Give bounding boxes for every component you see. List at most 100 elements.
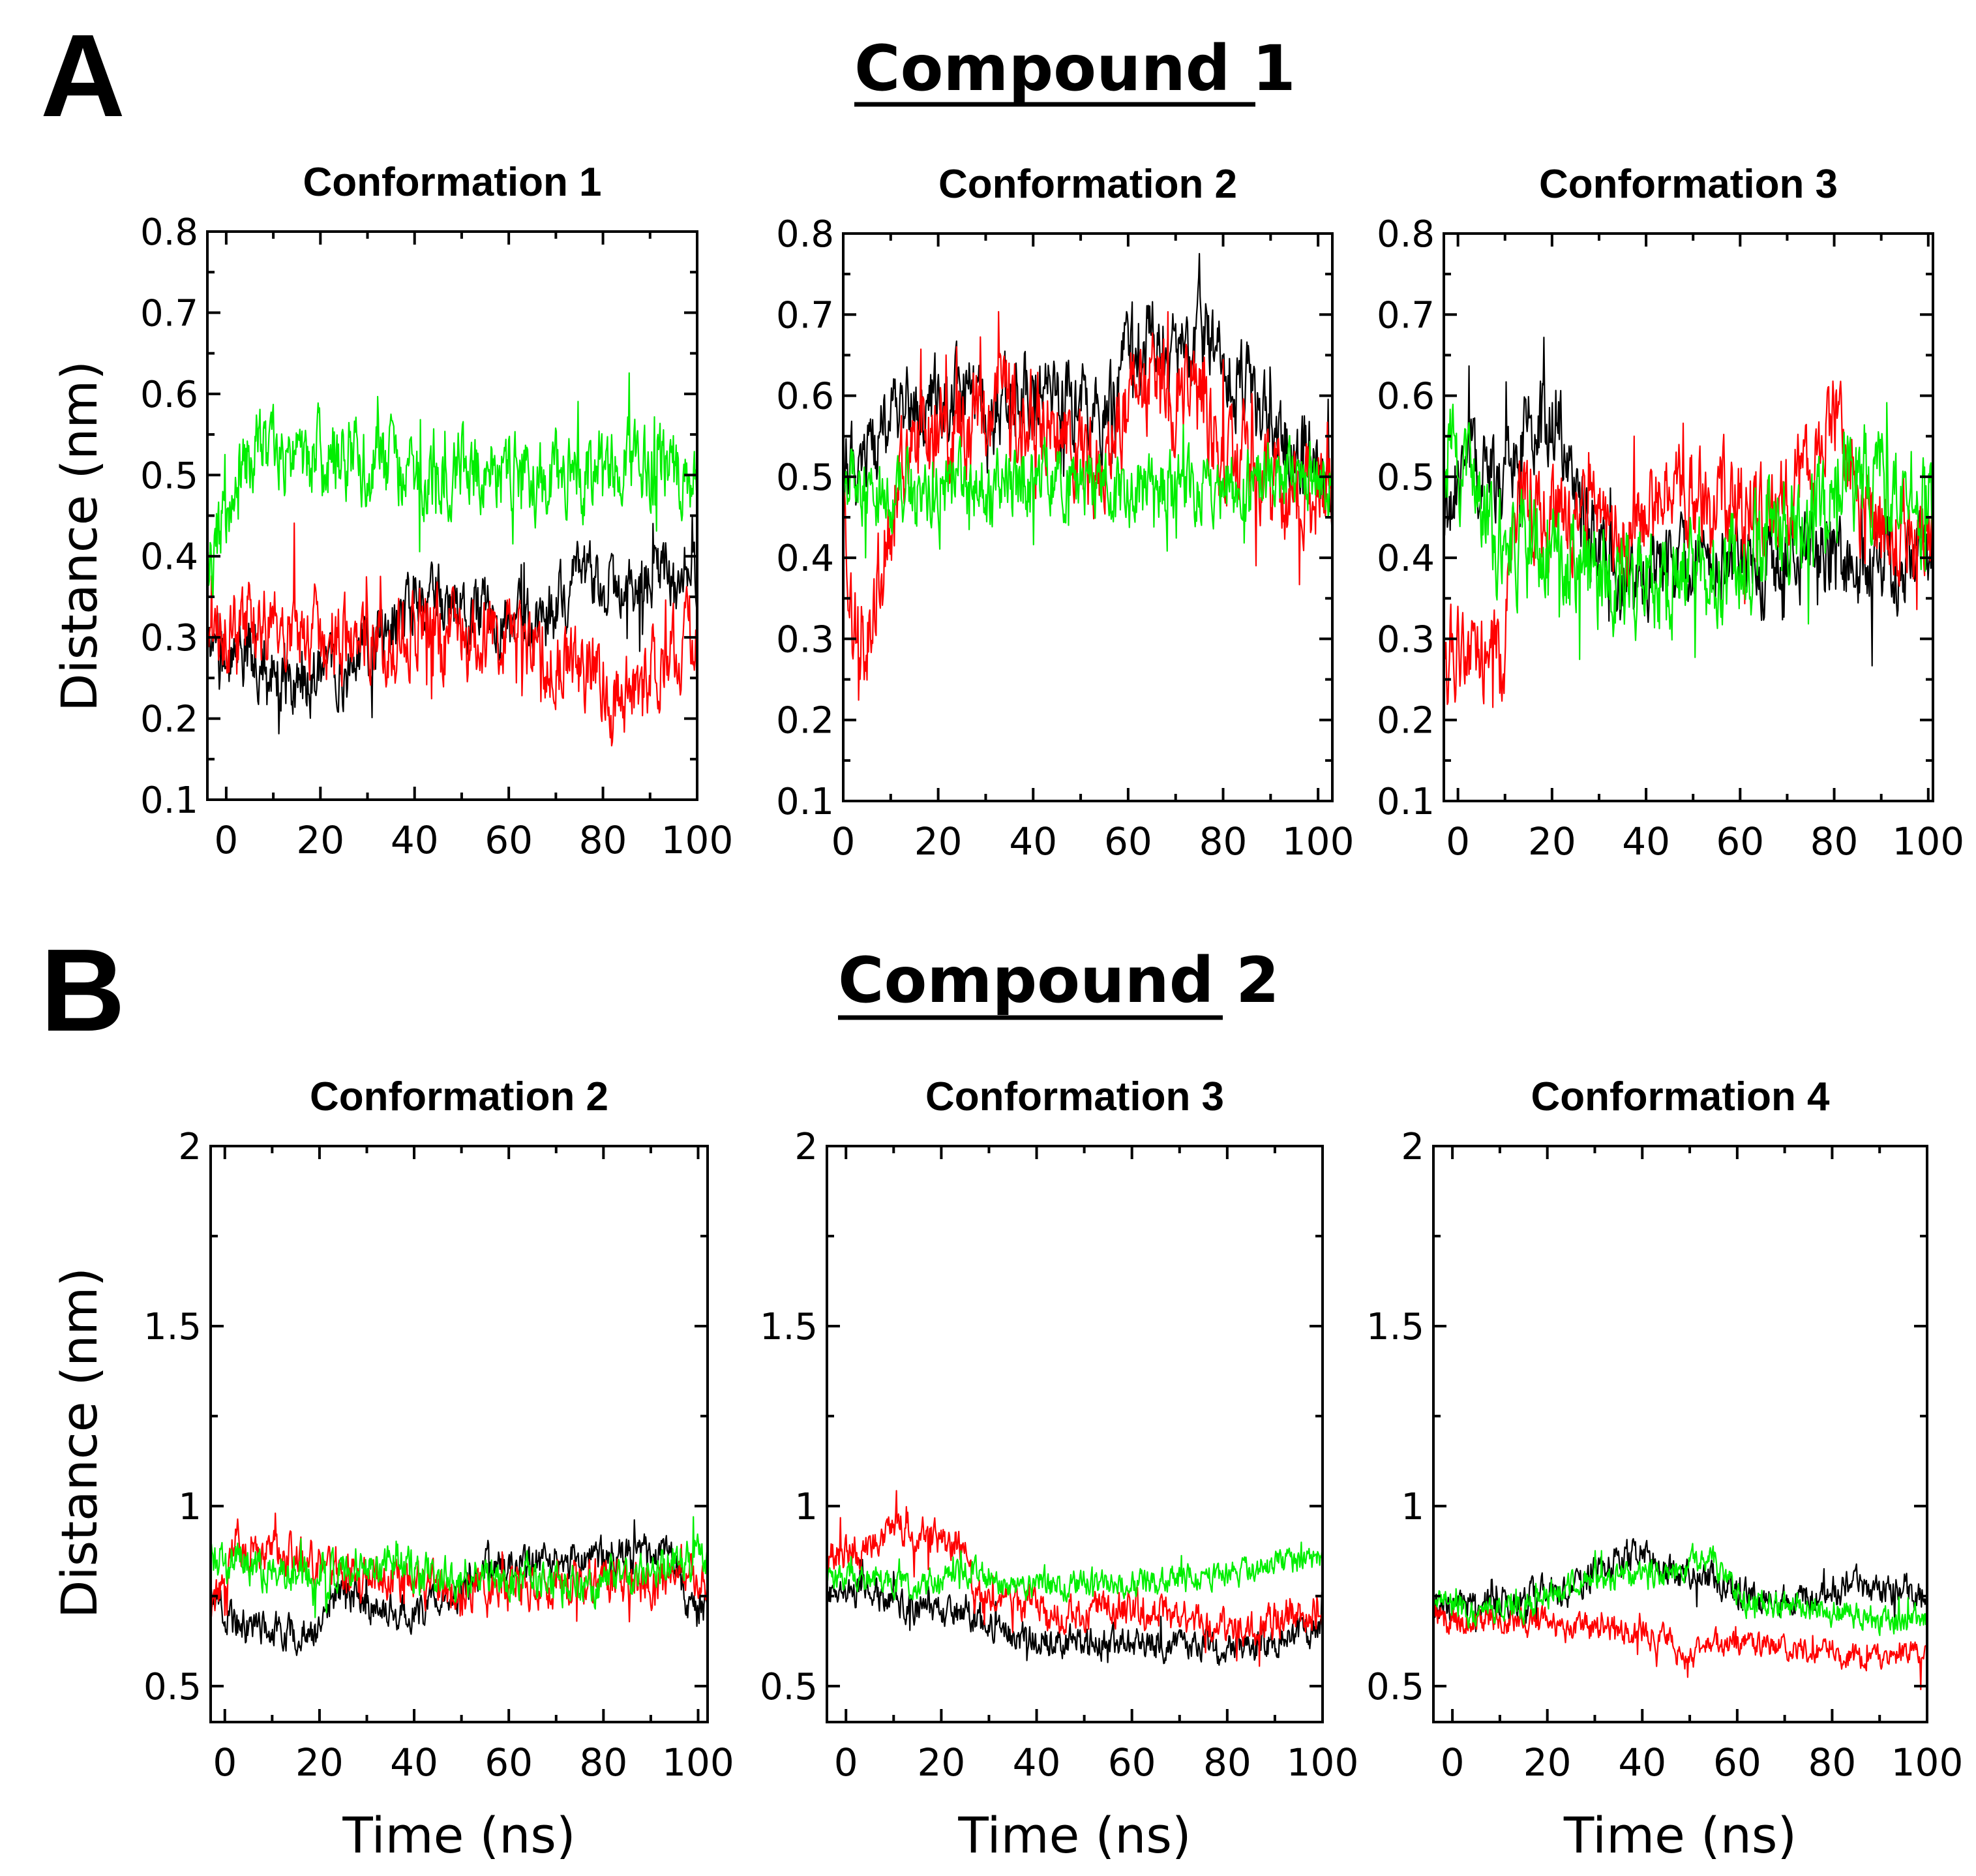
chart3-y-tick-label-0-5: 0.5 [1377,457,1435,499]
chart1-y-tick-label-0-3: 0.3 [140,617,198,659]
chart3-y-tick-label-0-6: 0.6 [1377,376,1435,418]
chart3-x-tick-label-100: 100 [1892,819,1964,864]
chart1-series-group [207,372,697,747]
chart4-y-tick-label-0-5: 0.5 [143,1666,202,1708]
chart3-y-tick-label-0-4: 0.4 [1377,537,1435,580]
chart1-series-red [207,522,697,747]
chart3-y-tick-label-0-7: 0.7 [1377,294,1435,337]
chart4-x-tick-label-20: 20 [295,1740,344,1785]
chart-panel-b-conformation-4: 0 20 40 60 80 100 0.5 1 1.5 2 Conformation 4 Time (… [1366,1074,1963,1864]
chart2-y-tick-label-0-1: 0.1 [776,781,834,823]
chart2-x-tick-label-40: 40 [1009,819,1057,864]
chart3-title: Conformation 3 [1539,162,1838,207]
chart2-y-tick-label-0-2: 0.2 [776,700,834,742]
chart6-x-tick-label-0: 0 [1441,1740,1465,1785]
chart4-series-green [211,1516,708,1618]
panel-letter-b: B [40,925,125,1056]
chart6-title: Conformation 4 [1531,1074,1830,1119]
chart3-y-tick-label-0-8: 0.8 [1377,213,1435,256]
chart4-x-tick-label-80: 80 [579,1740,627,1785]
chart5-x-tick-label-100: 100 [1287,1740,1359,1785]
chart5-x-axis-label: Time (ns) [957,1806,1191,1864]
chart2-y-tick-label-0-6: 0.6 [776,376,834,418]
chart4-y-tick-label-2: 2 [178,1126,202,1168]
chart5-y-tick-label-1-5: 1.5 [760,1306,818,1348]
chart-panel-a-conformation-3: 0 20 40 60 80 100 0.1 0.2 0.3 0.4 0.5 0.6 0.7 0.8 Conf… [1377,162,1964,864]
chart5-x-tick-label-60: 60 [1108,1740,1156,1785]
chart5-x-tick-label-0: 0 [834,1740,858,1785]
chart6-y-tick-label-0-5: 0.5 [1366,1666,1424,1708]
chart1-series-green [207,372,697,598]
chart5-series-group [827,1490,1323,1667]
chart3-x-tick-label-40: 40 [1622,819,1670,864]
chart6-x-tick-label-100: 100 [1891,1740,1964,1785]
y-axis-label-b: Distance (nm) [50,1267,108,1618]
chart1-series-black [207,514,697,734]
chart5-plot-frame [826,1145,1324,1723]
chart6-y-tick-label-1-5: 1.5 [1366,1306,1424,1348]
chart2-title: Conformation 2 [938,162,1237,207]
chart2-x-tick-label-80: 80 [1199,819,1248,864]
chart6-series-red [1433,1603,1927,1691]
chart-panel-b-conformation-3: 0 20 40 60 80 100 0.5 1 1.5 2 Conformation 3 Time (… [760,1074,1358,1864]
chart3-y-tick-label-0-3: 0.3 [1377,618,1435,661]
chart5-y-tick-label-1: 1 [794,1486,818,1528]
chart5-series-black [827,1558,1323,1666]
chart1-title: Conformation 1 [303,160,601,205]
chart-panel-a-conformation-2: 0 20 40 60 80 100 0.1 0.2 0.3 0.4 0.5 0.6 0.7 0.8 Conf… [776,162,1355,864]
chart2-x-tick-label-20: 20 [914,819,963,864]
chart3-series-black [1444,337,1933,667]
chart1-y-tick-label-0-7: 0.7 [140,292,198,335]
chart1-x-tick-label-60: 60 [485,818,533,862]
chart1-y-tick-label-0-2: 0.2 [140,699,198,741]
chart2-x-tick-label-100: 100 [1282,819,1355,864]
chart4-x-axis-label: Time (ns) [342,1806,575,1864]
chart5-title: Conformation 3 [925,1074,1224,1119]
chart2-y-tick-label-0-8: 0.8 [776,213,834,256]
chart5-x-tick-label-40: 40 [1013,1740,1061,1785]
chart4-x-tick-label-0: 0 [213,1740,237,1785]
chart6-plot-frame [1432,1145,1928,1723]
chart3-y-tick-label-0-2: 0.2 [1377,700,1435,742]
chart2-y-tick-label-0-3: 0.3 [776,618,834,661]
chart-panel-b-conformation-2: 0 20 40 60 80 100 0.5 1 1.5 2 Conformation 2 Time (… [143,1074,734,1864]
chart1-y-tick-label-0-8: 0.8 [140,211,198,254]
chart3-x-tick-label-80: 80 [1810,819,1859,864]
chart4-x-tick-label-40: 40 [390,1740,438,1785]
chart1-x-tick-label-40: 40 [391,818,439,862]
chart1-x-tick-label-100: 100 [661,818,734,862]
chart2-series-green [843,423,1332,559]
chart6-x-tick-label-40: 40 [1618,1740,1666,1785]
chart5-x-tick-label-80: 80 [1203,1740,1251,1785]
panel-letter-a: A [40,10,125,142]
chart4-x-tick-label-100: 100 [662,1740,734,1785]
chart1-x-tick-label-20: 20 [296,818,344,862]
chart-panel-a-conformation-1: 0 20 40 60 80 100 0.1 0.2 0.3 0.4 0.5 0.6 0.7 0.8 Conf… [140,160,733,862]
chart2-x-tick-label-60: 60 [1104,819,1152,864]
chart2-x-tick-label-0: 0 [831,819,856,864]
chart6-x-tick-label-80: 80 [1808,1740,1857,1785]
chart5-y-tick-label-0-5: 0.5 [760,1666,818,1708]
chart3-series-group [1444,337,1933,708]
chart4-series-group [211,1512,708,1656]
chart4-plot-frame [209,1145,709,1723]
chart5-x-tick-label-20: 20 [917,1740,965,1785]
chart3-series-red [1444,380,1933,708]
chart3-y-tick-label-0-1: 0.1 [1377,781,1435,823]
chart2-y-tick-label-0-4: 0.4 [776,537,834,580]
chart1-y-tick-label-0-1: 0.1 [140,779,198,822]
chart6-series-green [1433,1543,1927,1637]
chart2-series-group [843,252,1332,701]
compound-title-b: Compound 2 [838,944,1280,1017]
chart4-y-tick-label-1: 1 [178,1486,202,1528]
chart6-x-tick-label-60: 60 [1713,1740,1761,1785]
chart5-series-red [827,1490,1323,1667]
chart3-x-tick-label-0: 0 [1446,819,1470,864]
chart2-y-tick-label-0-7: 0.7 [776,294,834,337]
chart6-series-group [1433,1537,1927,1691]
chart5-y-tick-label-2: 2 [794,1126,818,1168]
y-axis-label-a: Distance (nm) [50,361,108,712]
chart4-x-tick-label-60: 60 [485,1740,533,1785]
chart6-y-tick-label-2: 2 [1401,1126,1424,1168]
chart4-title: Conformation 2 [310,1074,608,1119]
